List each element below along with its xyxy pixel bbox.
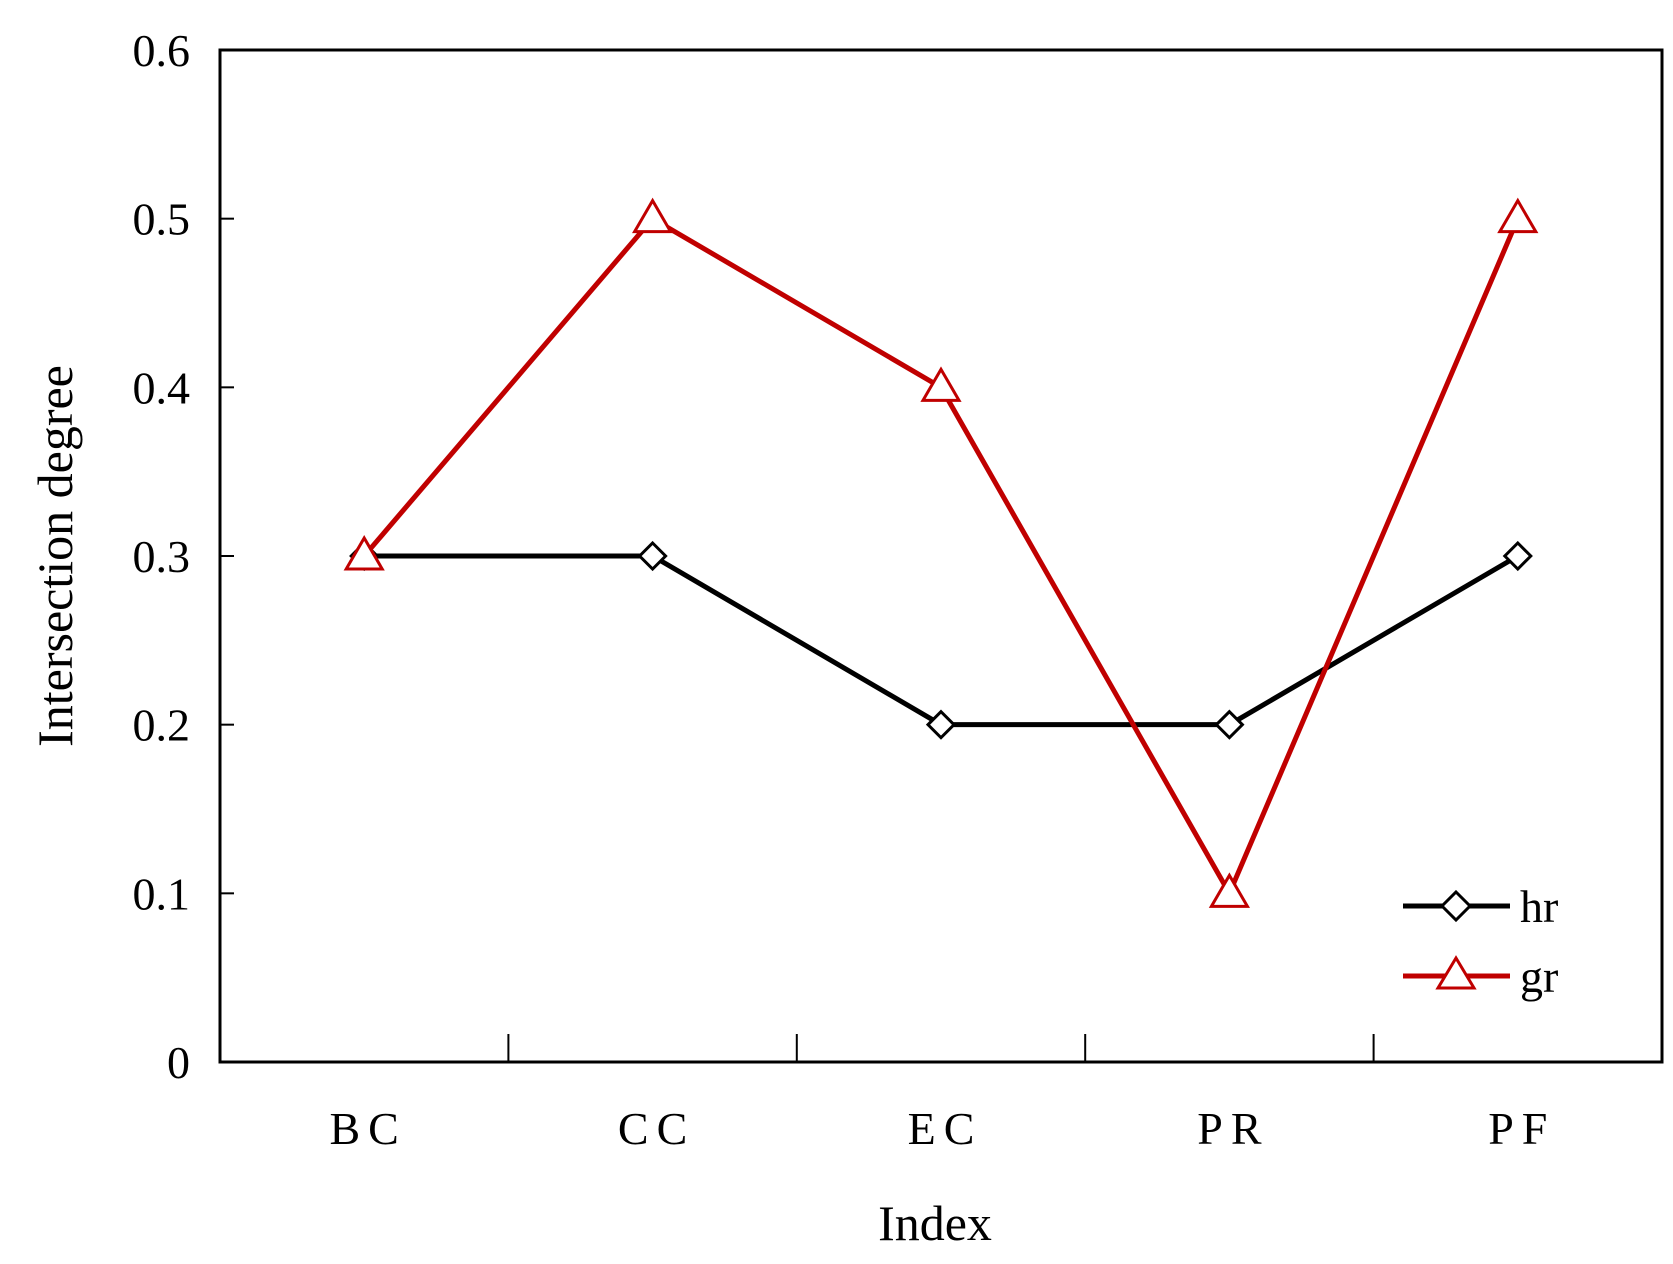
- data-point-gr: [343, 535, 385, 571]
- y-tick-label: 0.2: [133, 700, 191, 751]
- data-point-hr: [925, 709, 957, 740]
- series-layer: [343, 197, 1539, 908]
- y-tick-label: 0.3: [133, 531, 191, 582]
- data-point-hr: [637, 540, 668, 572]
- data-point-hr: [1502, 540, 1533, 572]
- data-point-hr: [1214, 709, 1245, 740]
- legend-marker-hr: [1439, 889, 1473, 923]
- x-tick-label: EC: [908, 1103, 983, 1154]
- data-point-gr: [631, 197, 674, 234]
- legend-item-hr: hr: [1403, 881, 1558, 932]
- x-axis: BC CC EC PR PF: [330, 1034, 1555, 1154]
- legend-label-gr: gr: [1520, 951, 1558, 1002]
- data-point-gr: [920, 366, 962, 402]
- series-line-hr: [364, 553, 1520, 728]
- legend-item-gr: gr: [1403, 951, 1558, 1002]
- legend-label-hr: hr: [1520, 881, 1558, 932]
- legend-marker-gr: [1435, 955, 1477, 990]
- data-point-gr: [1208, 872, 1251, 908]
- y-tick-label: 0.6: [133, 25, 191, 76]
- x-tick-label: CC: [618, 1103, 695, 1154]
- legend: hr gr: [1403, 881, 1558, 1002]
- x-tick-label: PR: [1197, 1103, 1269, 1154]
- y-tick-label: 0.5: [133, 194, 191, 245]
- x-tick-label: BC: [330, 1103, 407, 1154]
- y-tick-label: 0: [167, 1037, 190, 1088]
- y-axis: 0 0.1 0.2 0.3 0.4 0.5 0.6: [133, 25, 234, 1088]
- x-tick-label: PF: [1488, 1103, 1555, 1154]
- y-tick-label: 0.4: [133, 362, 191, 413]
- data-point-gr: [1497, 197, 1539, 234]
- y-tick-label: 0.1: [133, 868, 191, 919]
- x-axis-title: Index: [878, 1195, 992, 1251]
- y-axis-title: Intersection degree: [27, 365, 83, 747]
